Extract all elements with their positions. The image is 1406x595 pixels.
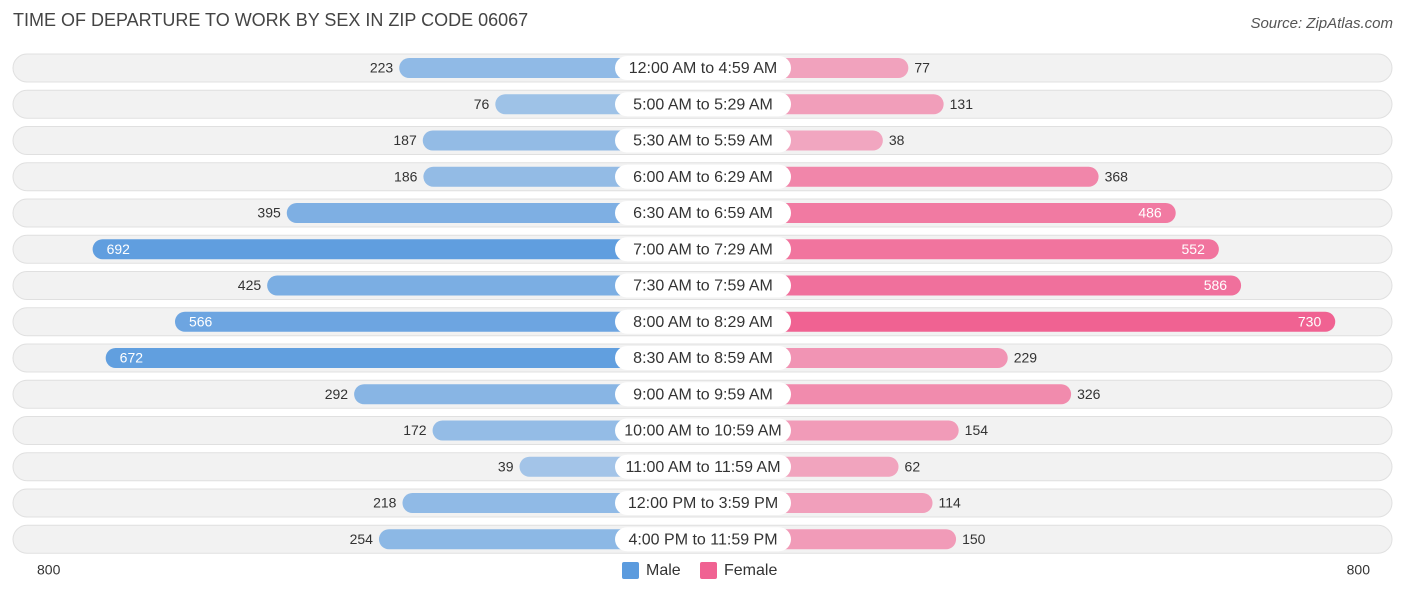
value-label: 172: [403, 422, 427, 438]
category-label: 10:00 AM to 10:59 AM: [624, 423, 781, 440]
value-label: 186: [394, 168, 418, 184]
value-label: 566: [189, 313, 213, 329]
value-label: 62: [905, 458, 921, 474]
value-label: 326: [1077, 386, 1101, 402]
value-label: 552: [1182, 241, 1206, 257]
legend-label: Female: [724, 562, 777, 579]
category-box: [615, 56, 791, 80]
bar-male: [286, 203, 703, 223]
category-label: 8:30 AM to 8:59 AM: [633, 350, 773, 367]
value-label: 154: [965, 422, 989, 438]
bar-female: [703, 203, 1176, 223]
bar-male: [267, 275, 703, 296]
bar-female: [703, 384, 1072, 405]
value-label: 586: [1204, 277, 1228, 293]
value-label: 425: [238, 277, 262, 293]
value-label: 39: [498, 458, 514, 474]
category-box: [615, 454, 791, 479]
category-label: 7:00 AM to 7:29 AM: [633, 241, 773, 258]
legend-swatch: [622, 562, 639, 579]
value-label: 672: [120, 350, 144, 366]
value-label: 486: [1138, 205, 1162, 221]
category-label: 4:00 PM to 11:59 PM: [628, 531, 777, 548]
bar-female: [703, 166, 1099, 187]
category-box: [615, 201, 791, 225]
category-box: [615, 346, 791, 370]
legend-swatch: [700, 562, 717, 579]
value-label: 395: [257, 205, 281, 221]
category-box: [615, 273, 791, 298]
value-label: 254: [350, 531, 374, 547]
category-label: 5:00 AM to 5:29 AM: [633, 96, 773, 113]
value-label: 730: [1298, 313, 1322, 329]
bar-male: [105, 348, 704, 368]
category-box: [615, 382, 791, 407]
bar-female: [703, 275, 1242, 296]
value-label: 292: [325, 386, 349, 402]
category-box: [615, 128, 791, 153]
category-label: 11:00 AM to 11:59 AM: [625, 459, 780, 476]
bar-male: [354, 384, 703, 405]
source: Source: ZipAtlas.com: [1250, 15, 1393, 32]
category-label: 6:00 AM to 6:29 AM: [633, 169, 773, 186]
value-label: 131: [950, 96, 974, 112]
value-label: 187: [393, 132, 417, 148]
value-label: 38: [889, 132, 905, 148]
category-box: [615, 418, 791, 443]
chart-title: TIME OF DEPARTURE TO WORK BY SEX IN ZIP …: [13, 10, 528, 30]
category-box: [615, 92, 791, 117]
x-tick-label: 800: [1347, 562, 1371, 578]
value-label: 229: [1014, 350, 1038, 366]
value-label: 114: [939, 495, 962, 511]
value-label: 76: [474, 96, 490, 112]
category-box: [615, 309, 791, 334]
value-label: 692: [107, 241, 131, 257]
value-label: 223: [370, 60, 394, 76]
bar-female: [703, 311, 1336, 332]
category-box: [615, 164, 791, 189]
x-tick-label: 800: [37, 562, 61, 578]
bar-male: [174, 311, 704, 332]
category-label: 12:00 AM to 4:59 AM: [629, 60, 778, 77]
category-label: 12:00 PM to 3:59 PM: [628, 495, 778, 512]
bar-male: [92, 239, 704, 260]
category-label: 7:30 AM to 7:59 AM: [633, 278, 773, 295]
category-box: [615, 491, 791, 515]
bar-female: [703, 239, 1219, 260]
value-label: 218: [373, 495, 397, 511]
category-label: 8:00 AM to 8:29 AM: [633, 314, 773, 331]
category-box: [615, 527, 791, 552]
value-label: 150: [962, 531, 986, 547]
value-label: 77: [914, 60, 930, 76]
legend-label: Male: [646, 562, 681, 579]
value-label: 368: [1105, 168, 1129, 184]
category-label: 6:30 AM to 6:59 AM: [633, 205, 773, 222]
category-box: [615, 237, 791, 262]
category-label: 5:30 AM to 5:59 AM: [633, 133, 773, 150]
category-label: 9:00 AM to 9:59 AM: [633, 386, 773, 403]
